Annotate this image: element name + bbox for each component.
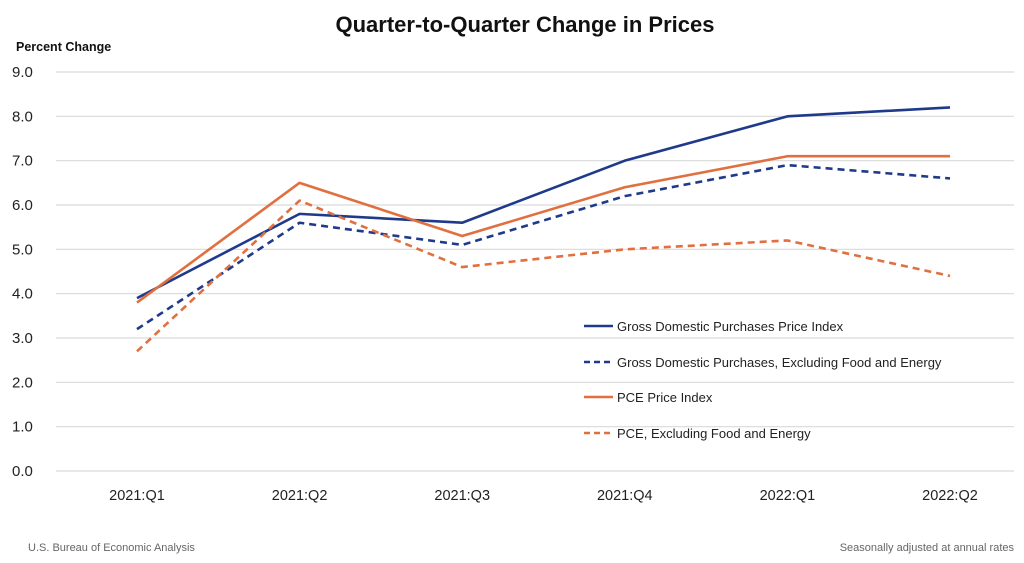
y-tick-label: 5.0	[12, 241, 33, 258]
chart-title: Quarter-to-Quarter Change in Prices	[336, 12, 715, 37]
legend-label: PCE, Excluding Food and Energy	[617, 426, 811, 441]
adjustment-note: Seasonally adjusted at annual rates	[840, 542, 1015, 554]
x-tick-label: 2021:Q3	[434, 488, 490, 504]
y-tick-label: 4.0	[12, 286, 33, 303]
x-tick-label: 2022:Q1	[760, 488, 816, 504]
y-tick-label: 1.0	[12, 419, 33, 436]
y-tick-label: 6.0	[12, 197, 33, 214]
legend-label: Gross Domestic Purchases Price Index	[617, 319, 844, 334]
x-tick-label: 2021:Q4	[597, 488, 653, 504]
legend-label: PCE Price Index	[617, 390, 713, 405]
y-axis-ticks: 0.0 1.0 2.0 3.0 4.0 5.0 6.0 7.0 8.0 9.0	[12, 64, 33, 480]
y-tick-label: 9.0	[12, 64, 33, 81]
x-tick-label: 2021:Q2	[272, 488, 328, 504]
series-line-1	[136, 106, 951, 300]
x-axis-ticks: 2021:Q1 2021:Q2 2021:Q3 2021:Q4 2022:Q1 2022:…	[109, 488, 978, 504]
y-tick-label: 7.0	[12, 153, 33, 170]
legend-item: PCE Price Index	[584, 390, 713, 405]
y-tick-label: 2.0	[12, 374, 33, 391]
y-tick-label: 3.0	[12, 330, 33, 347]
legend-label: Gross Domestic Purchases, Excluding Food…	[617, 355, 942, 370]
x-tick-label: 2021:Q1	[109, 488, 165, 504]
y-tick-label: 0.0	[12, 463, 33, 480]
gridlines	[56, 71, 1014, 472]
series-line-3	[136, 154, 950, 304]
series-line-2	[136, 163, 951, 331]
legend-item: Gross Domestic Purchases, Excluding Food…	[584, 355, 942, 370]
legend: Gross Domestic Purchases Price Index Gros…	[584, 319, 942, 441]
y-axis-label: Percent Change	[16, 40, 111, 54]
series-line-4	[136, 199, 951, 353]
y-tick-label: 8.0	[12, 108, 33, 125]
legend-item: Gross Domestic Purchases Price Index	[584, 319, 844, 334]
legend-item: PCE, Excluding Food and Energy	[584, 426, 811, 441]
series-lines	[136, 106, 951, 353]
source-note: U.S. Bureau of Economic Analysis	[28, 542, 195, 554]
x-tick-label: 2022:Q2	[922, 488, 978, 504]
